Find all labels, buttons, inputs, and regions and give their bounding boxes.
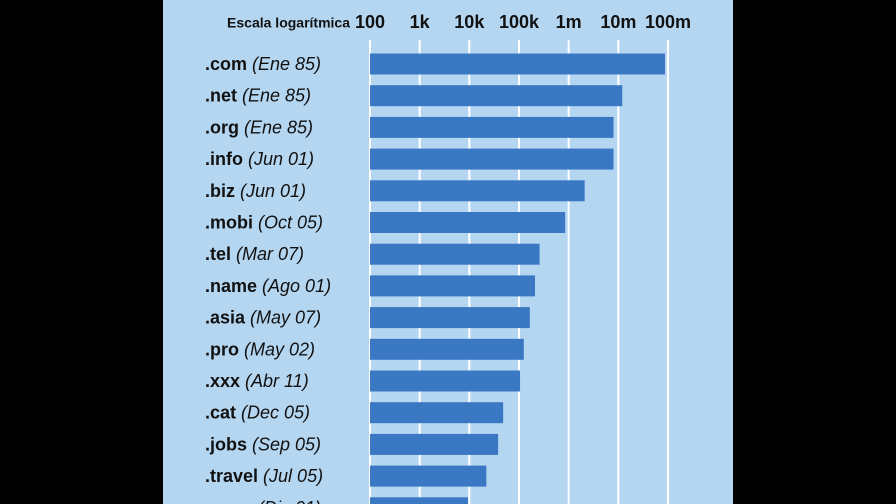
- category-label: .com (Ene 85): [205, 54, 321, 74]
- bar: [370, 148, 614, 170]
- category-name: .org: [205, 117, 239, 137]
- category-note: (Ene 85): [242, 85, 311, 105]
- bar: [370, 338, 524, 360]
- category-name: .mobi: [205, 212, 253, 232]
- category-name: .biz: [205, 181, 235, 201]
- category-note: (Jun 01): [240, 181, 306, 201]
- bar: [370, 180, 585, 202]
- category-label: .pro (May 02): [205, 339, 315, 359]
- category-label: .info (Jun 01): [205, 149, 314, 169]
- bar: [370, 307, 530, 329]
- bar: [370, 402, 504, 424]
- category-note: (May 07): [250, 307, 321, 327]
- category-label: .xxx (Abr 11): [205, 371, 309, 391]
- bar: [370, 497, 468, 504]
- category-label: .name (Ago 01): [205, 276, 331, 296]
- category-note: (Ene 85): [252, 54, 321, 74]
- category-note: (May 02): [244, 339, 315, 359]
- bar: [370, 53, 665, 75]
- category-name: .com: [205, 54, 247, 74]
- category-note: (Mar 07): [236, 244, 304, 264]
- category-label: .mobi (Oct 05): [205, 212, 323, 232]
- category-note: (Ago 01): [262, 276, 331, 296]
- category-name: .net: [205, 85, 237, 105]
- category-name: .travel: [205, 466, 258, 486]
- category-name: .tel: [205, 244, 231, 264]
- category-name: .coop: [205, 498, 253, 504]
- bar: [370, 275, 536, 297]
- category-label: .asia (May 07): [205, 307, 321, 327]
- category-note: (Dic 01): [258, 498, 321, 504]
- category-label: .coop (Dic 01): [205, 498, 321, 504]
- bar: [370, 370, 521, 392]
- category-name: .name: [205, 276, 257, 296]
- category-note: (Jul 05): [263, 466, 323, 486]
- bar: [370, 116, 614, 138]
- category-label: .net (Ene 85): [205, 85, 311, 105]
- category-label: .tel (Mar 07): [205, 244, 304, 264]
- bar: [370, 465, 487, 487]
- axis-label: Escala logarítmica: [227, 15, 350, 31]
- category-label: .cat (Dec 05): [205, 402, 310, 422]
- category-name: .asia: [205, 307, 246, 327]
- x-tick-label: 1m: [556, 12, 582, 32]
- x-tick-label: 100m: [645, 12, 691, 32]
- category-label: .biz (Jun 01): [205, 181, 306, 201]
- category-note: (Oct 05): [258, 212, 323, 232]
- category-name: .info: [205, 149, 243, 169]
- category-note: (Abr 11): [245, 371, 309, 391]
- bar: [370, 212, 566, 233]
- category-name: .cat: [205, 402, 236, 422]
- category-name: .jobs: [205, 434, 247, 454]
- bar: [370, 433, 499, 455]
- category-label: .org (Ene 85): [205, 117, 313, 137]
- category-label: .jobs (Sep 05): [205, 434, 321, 454]
- bar: [370, 85, 623, 107]
- category-name: .pro: [205, 339, 239, 359]
- bar: [370, 243, 540, 265]
- category-label: .travel (Jul 05): [205, 466, 323, 486]
- category-note: (Dec 05): [241, 402, 310, 422]
- category-note: (Sep 05): [252, 434, 321, 454]
- x-tick-label: 100: [355, 12, 385, 32]
- x-tick-label: 10k: [454, 12, 485, 32]
- category-name: .xxx: [205, 371, 240, 391]
- x-tick-label: 1k: [410, 12, 431, 32]
- x-tick-label: 10m: [600, 12, 636, 32]
- category-note: (Ene 85): [244, 117, 313, 137]
- category-note: (Jun 01): [248, 149, 314, 169]
- x-tick-label: 100k: [499, 12, 540, 32]
